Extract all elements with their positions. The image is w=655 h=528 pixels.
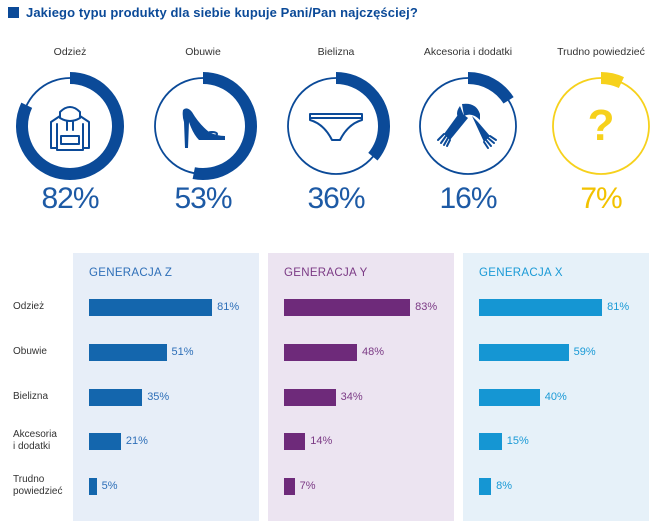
category-label-line: Akcesoria (13, 429, 57, 440)
category-label: Bielizna (13, 391, 48, 403)
question-mark-icon: ? (588, 101, 615, 150)
high-heel-icon (182, 108, 225, 148)
bar-value-label: 35% (147, 391, 170, 403)
generation-panel: GENERACJA X 81% 59% 40% 15% 8% (463, 253, 649, 521)
category-label: Akcesoria i dodatki (13, 429, 57, 453)
chart-title: Jakiego typu produkty dla siebie kupuje … (26, 5, 418, 20)
bar-value-label: 51% (171, 346, 194, 358)
bar-value-label: 7% (299, 480, 316, 492)
bar-value-label: 8% (496, 480, 513, 492)
donut-ring (414, 72, 522, 180)
title-square-marker (8, 7, 19, 18)
bar-mark (89, 344, 167, 361)
donut-percent: 16% (439, 182, 497, 215)
donut-arc (282, 72, 390, 180)
bar-mark (479, 344, 569, 361)
donut-percent: 36% (307, 182, 365, 215)
hoodie-icon (50, 106, 90, 151)
donut-arc (16, 72, 124, 180)
bar-value-label: 48% (361, 346, 384, 358)
category-label-line: i dodatki (13, 441, 51, 452)
category-label: Obuwie (13, 346, 47, 358)
bar-mark (284, 433, 306, 450)
bar-mark (284, 478, 295, 495)
bar-mark (479, 299, 603, 316)
bar-value-label: 59% (573, 346, 596, 358)
category-label-line: Bielizna (13, 391, 49, 402)
category-label-line: Trudno (13, 474, 45, 485)
donut-percent: 82% (41, 182, 99, 215)
bar-mark (284, 344, 357, 361)
scarf-icon (437, 103, 497, 149)
category-label: Trudno powiedzieć (13, 474, 62, 498)
donut-label: Bielizna (317, 46, 355, 58)
bar-mark (284, 389, 336, 406)
donut-percent: 53% (174, 182, 232, 215)
donut-label: Obuwie (185, 46, 221, 58)
donut-item: Akcesoria i dodatki 16% (398, 44, 538, 224)
bar-mark (89, 478, 97, 495)
bar-mark (89, 389, 143, 406)
bar-mark (89, 299, 213, 316)
donut-ring: ? (547, 72, 655, 180)
bar-value-label: 15% (506, 435, 529, 447)
bar-value-label: 5% (101, 480, 118, 492)
category-label: Odzież (13, 301, 44, 313)
donut-item: Trudno powiedzieć? 7% (531, 44, 655, 224)
category-label-line: powiedzieć (13, 486, 63, 497)
bar-value-label: 21% (125, 435, 148, 447)
donut-ring (282, 72, 390, 180)
chart-header: Jakiego typu produkty dla siebie kupuje … (8, 5, 418, 20)
donut-ring (16, 72, 124, 180)
bar-mark (89, 433, 121, 450)
generation-heading: GENERACJA X (479, 267, 563, 279)
donut-label: Trudno powiedzieć (557, 46, 645, 58)
bar-value-label: 34% (340, 391, 363, 403)
donut-item: Odzież 82% (0, 44, 140, 224)
donut-ring (149, 72, 257, 180)
generation-panel: GENERACJA Z 81% 51% 35% 21% 5% (73, 253, 259, 521)
bar-value-label: 81% (607, 301, 630, 313)
generation-panel: GENERACJA Y 83% 48% 34% 14% 7% (268, 253, 454, 521)
bar-mark (284, 299, 411, 316)
bar-mark (479, 389, 540, 406)
category-label-line: Obuwie (13, 346, 47, 357)
donut-arc (414, 72, 522, 180)
donut-label: Akcesoria i dodatki (423, 46, 513, 58)
bar-value-label: 40% (544, 391, 567, 403)
generation-heading: GENERACJA Z (89, 267, 173, 279)
donut-label: Odzież (53, 46, 87, 58)
generation-heading: GENERACJA Y (284, 267, 368, 279)
donut-arc (149, 72, 257, 180)
svg-text:?: ? (588, 101, 615, 150)
donut-item: Bielizna 36% (266, 44, 406, 224)
bar-value-label: 83% (415, 301, 438, 313)
bar-value-label: 81% (217, 301, 240, 313)
bar-value-label: 14% (310, 435, 333, 447)
donut-item: Obuwie 53% (133, 44, 273, 224)
bar-mark (479, 478, 492, 495)
underwear-icon (309, 113, 363, 141)
bar-mark (479, 433, 502, 450)
donut-arc (547, 72, 655, 180)
donut-percent: 7% (580, 182, 622, 215)
category-label-line: Odzież (13, 301, 45, 312)
